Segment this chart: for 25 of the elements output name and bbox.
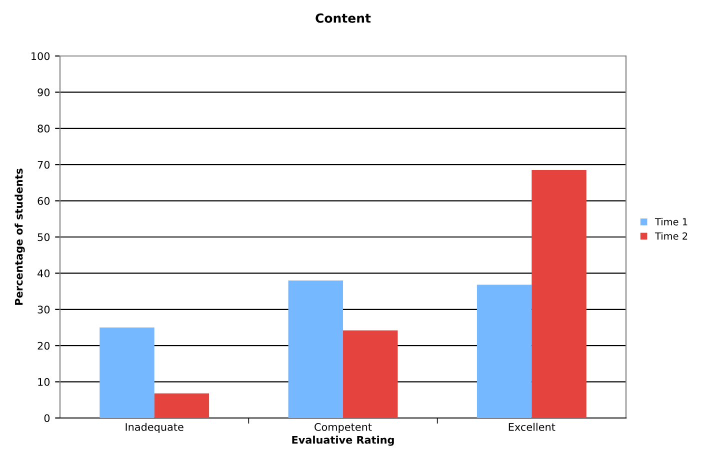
y-tick-label: 10 xyxy=(38,378,50,386)
bar xyxy=(154,393,210,418)
y-tick-label: 50 xyxy=(38,233,50,242)
bar xyxy=(476,284,532,418)
y-tick-label: 20 xyxy=(38,342,50,350)
y-axis-title: Percentage of students xyxy=(14,168,25,305)
x-tick-label: Competent xyxy=(314,423,372,433)
bar xyxy=(288,280,343,418)
legend-label: Time 1 xyxy=(654,218,688,226)
y-tick-label: 60 xyxy=(38,197,50,205)
y-tick-label: 90 xyxy=(38,88,50,96)
y-tick-label: 0 xyxy=(44,414,50,422)
x-axis-title: Evaluative Rating xyxy=(292,436,394,446)
chart-title: Content xyxy=(316,13,371,23)
y-tick-label: 80 xyxy=(38,124,50,133)
bar xyxy=(100,328,154,418)
y-tick-label: 100 xyxy=(32,52,50,60)
legend-label: Time 2 xyxy=(654,232,688,240)
y-tick-label: 70 xyxy=(38,160,50,169)
y-tick-label: 40 xyxy=(38,269,50,278)
bar xyxy=(532,170,586,418)
x-tick-label: Inadequate xyxy=(126,422,184,433)
bar xyxy=(343,330,398,418)
y-tick-label: 30 xyxy=(38,306,50,314)
x-tick-label: Excellent xyxy=(508,422,556,431)
